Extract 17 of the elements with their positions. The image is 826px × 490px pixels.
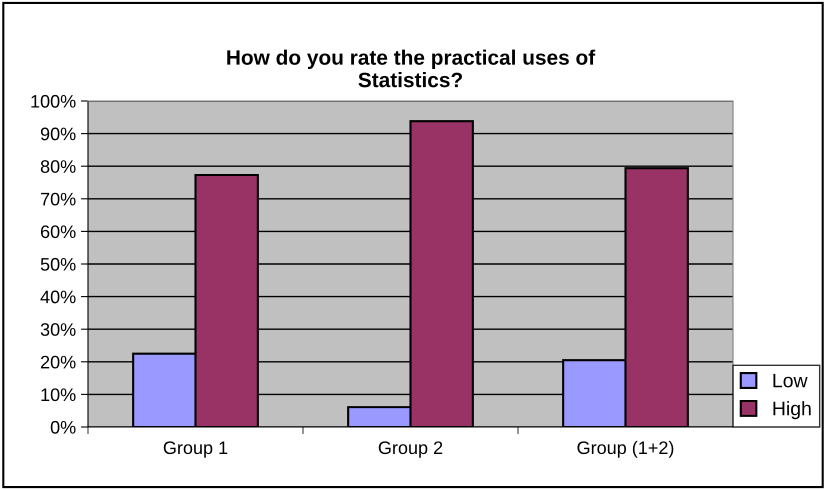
x-tick-label: Group 2	[378, 441, 442, 458]
y-tick-label: 70%	[40, 192, 76, 206]
x-tick-label: Group (1+2)	[577, 440, 674, 458]
y-tick-label: 30%	[40, 323, 76, 336]
y-tick-label: 60%	[40, 225, 76, 238]
y-tick-label: 50%	[40, 258, 76, 271]
y-tick-label: 10%	[41, 388, 76, 402]
y-tick-label: 20%	[40, 356, 76, 369]
x-tick-label: Group 1	[164, 441, 228, 458]
legend-label: High	[773, 401, 811, 420]
y-tick-label: 90%	[40, 128, 76, 140]
y-tick-label: 0%	[50, 420, 76, 434]
legend-label: Low	[773, 374, 808, 388]
y-tick-label: 100%	[31, 94, 76, 108]
y-tick-label: 40%	[40, 290, 76, 304]
chart-title: How do you rate the practical uses of Statistics?	[227, 50, 596, 88]
y-tick-label: 80%	[40, 160, 76, 173]
